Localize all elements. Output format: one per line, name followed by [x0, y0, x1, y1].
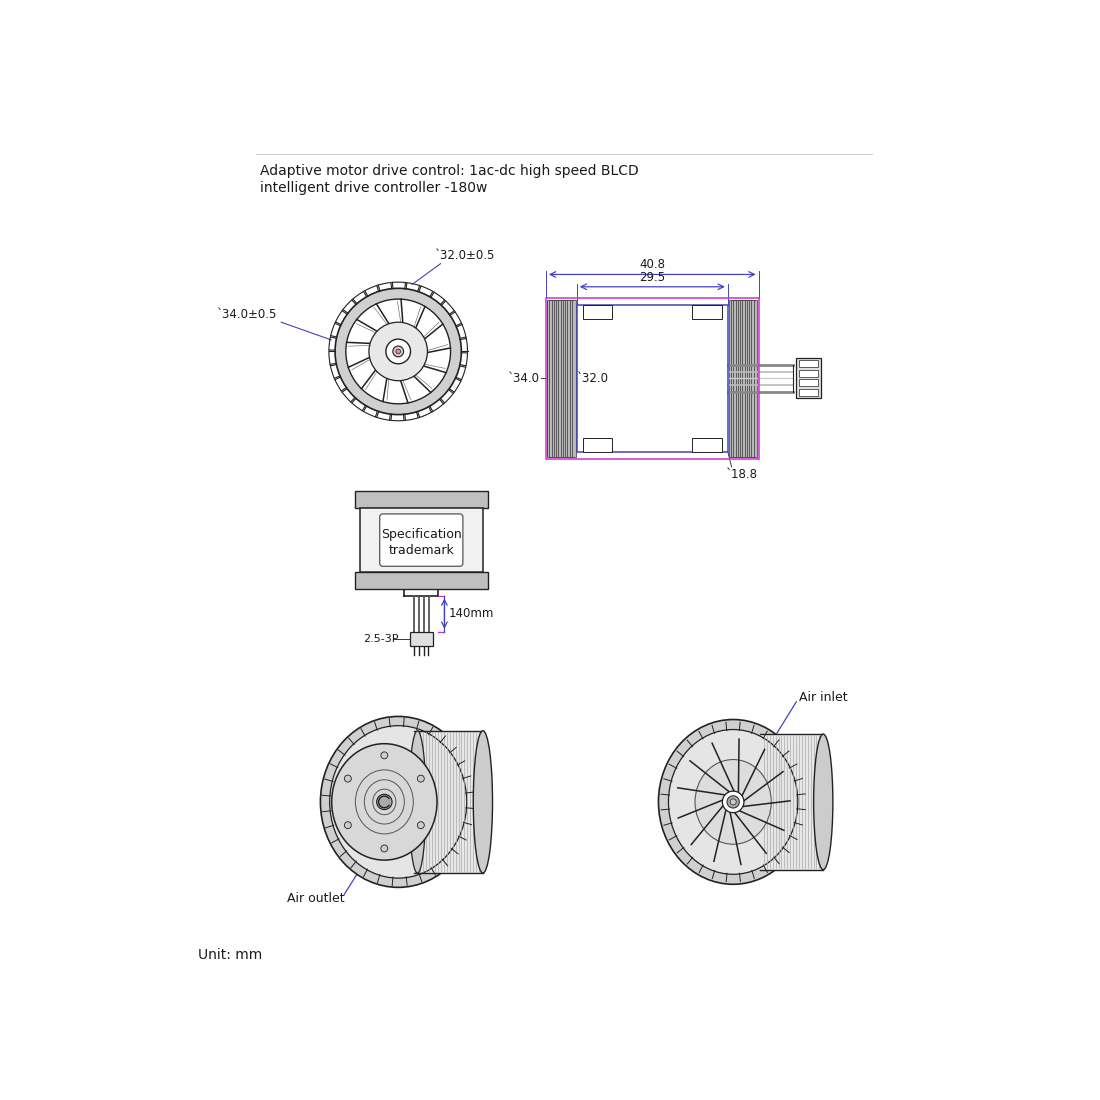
Ellipse shape [695, 759, 771, 845]
Text: 140mm: 140mm [449, 607, 494, 620]
Bar [566, 300, 570, 456]
Circle shape [344, 822, 351, 828]
Circle shape [727, 795, 739, 808]
Circle shape [376, 794, 392, 810]
Bar [360, 508, 483, 572]
Bar [583, 438, 613, 452]
Circle shape [381, 752, 388, 759]
Bar [800, 389, 817, 396]
Bar [742, 300, 746, 456]
Bar [692, 305, 722, 319]
Bar [570, 300, 573, 456]
Bar [552, 300, 556, 456]
Bar [546, 298, 759, 460]
Bar [740, 300, 744, 456]
Text: Unit: mm: Unit: mm [198, 948, 262, 962]
Bar [561, 300, 565, 456]
Text: Specification: Specification [381, 528, 462, 541]
Bar [747, 300, 750, 456]
Bar [734, 300, 737, 456]
Circle shape [723, 791, 744, 813]
Circle shape [368, 322, 428, 381]
Bar [572, 300, 575, 456]
Ellipse shape [814, 734, 833, 870]
Ellipse shape [669, 729, 798, 875]
Bar [409, 631, 432, 646]
FancyBboxPatch shape [379, 514, 463, 566]
Ellipse shape [409, 730, 426, 873]
Circle shape [336, 288, 461, 415]
Circle shape [381, 845, 388, 851]
Bar [571, 300, 574, 456]
Bar [745, 300, 748, 456]
Bar [583, 305, 613, 319]
Bar [547, 300, 551, 456]
Text: Adaptive motor drive control: 1ac-dc high speed BLCD: Adaptive motor drive control: 1ac-dc hig… [260, 164, 638, 178]
Bar [565, 300, 569, 456]
Circle shape [393, 346, 404, 356]
Text: intelligent drive controller -180w: intelligent drive controller -180w [260, 180, 487, 195]
Bar [557, 300, 560, 456]
Bar [559, 300, 562, 456]
Text: ̀34.0±0.5: ̀34.0±0.5 [223, 308, 277, 321]
Circle shape [345, 299, 451, 404]
Bar [800, 370, 817, 376]
Bar [576, 305, 728, 452]
Bar [732, 300, 735, 456]
Circle shape [386, 339, 410, 364]
Bar [754, 300, 758, 456]
Text: ̀34.0: ̀34.0 [514, 372, 540, 385]
Circle shape [730, 799, 736, 805]
Ellipse shape [473, 730, 493, 873]
Circle shape [396, 349, 400, 354]
Bar [568, 300, 571, 456]
Bar [578, 306, 727, 451]
Bar [554, 300, 558, 456]
Bar [760, 734, 823, 870]
Text: trademark: trademark [388, 543, 454, 557]
Bar [751, 300, 756, 456]
Text: ̀18.8: ̀18.8 [733, 469, 758, 482]
Circle shape [417, 822, 425, 828]
Bar [736, 300, 739, 456]
Text: Air inlet: Air inlet [799, 692, 847, 704]
Ellipse shape [320, 716, 476, 888]
Bar [800, 379, 817, 386]
Circle shape [417, 776, 425, 782]
Bar [414, 730, 483, 873]
Text: ̀32.0±0.5: ̀32.0±0.5 [440, 249, 495, 262]
Ellipse shape [330, 726, 466, 878]
Text: 29.5: 29.5 [639, 271, 665, 284]
Bar [692, 438, 722, 452]
Bar [738, 300, 741, 456]
Bar [561, 300, 564, 456]
Bar [749, 300, 752, 456]
Ellipse shape [332, 744, 437, 860]
Bar [800, 360, 817, 367]
Bar [796, 359, 821, 398]
Bar [549, 300, 553, 456]
Bar [563, 300, 566, 456]
Text: 2.5-3P: 2.5-3P [363, 634, 399, 643]
Bar [355, 491, 487, 508]
Bar [552, 300, 556, 456]
Text: Air outlet: Air outlet [286, 892, 344, 904]
Text: 40.8: 40.8 [639, 257, 665, 271]
Text: ̀32.0: ̀32.0 [583, 372, 609, 385]
Bar [355, 572, 487, 590]
Circle shape [344, 776, 351, 782]
Bar [557, 300, 560, 456]
Bar [547, 300, 551, 456]
Ellipse shape [659, 719, 807, 884]
Bar [729, 300, 733, 456]
